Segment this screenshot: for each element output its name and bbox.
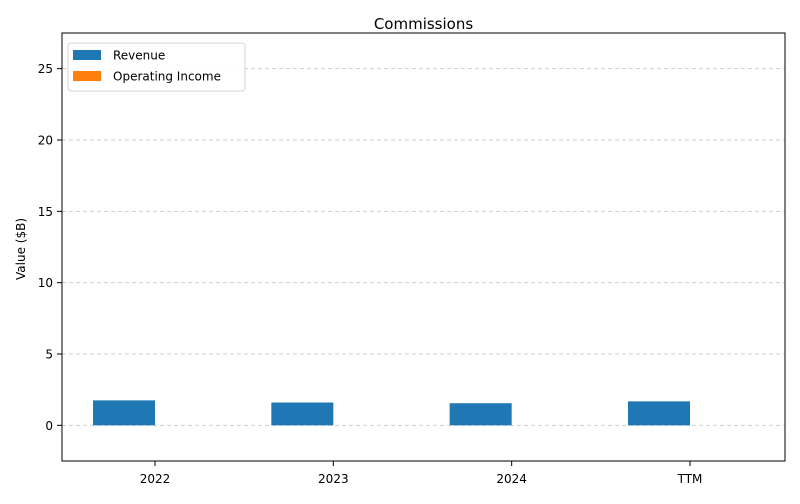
x-tick-label-2: 2024 (496, 472, 527, 486)
bar-layer (93, 400, 690, 426)
y-axis-label: Value ($B) (14, 218, 28, 280)
bar-revenue-0 (93, 400, 155, 426)
y-tick-label-3: 15 (38, 205, 53, 219)
y-tick-label-1: 5 (45, 348, 53, 362)
x-tick-label-0: 2022 (140, 472, 171, 486)
legend-swatch-0 (73, 50, 101, 60)
bar-revenue-1 (271, 402, 334, 426)
y-tick-label-0: 0 (45, 419, 53, 433)
y-tick-label-2: 10 (38, 276, 53, 290)
bar-revenue-3 (628, 401, 690, 426)
legend-label-0: Revenue (113, 49, 165, 63)
x-tick-label-3: TTM (677, 472, 703, 486)
legend-swatch-1 (73, 71, 101, 81)
y-tick-label-5: 25 (38, 62, 53, 76)
x-tick-label-1: 2023 (318, 472, 349, 486)
chart-title: Commissions (374, 15, 474, 33)
plot-frame (61, 32, 786, 462)
y-tick-label-4: 20 (38, 134, 53, 148)
legend-label-1: Operating Income (113, 70, 221, 84)
legend-box (67, 42, 246, 92)
legend: Revenue Operating Income (67, 42, 246, 92)
bar-revenue-2 (449, 403, 512, 426)
axis-layer: 0 5 10 15 20 25 2022 2023 2024 TTM (38, 32, 786, 486)
